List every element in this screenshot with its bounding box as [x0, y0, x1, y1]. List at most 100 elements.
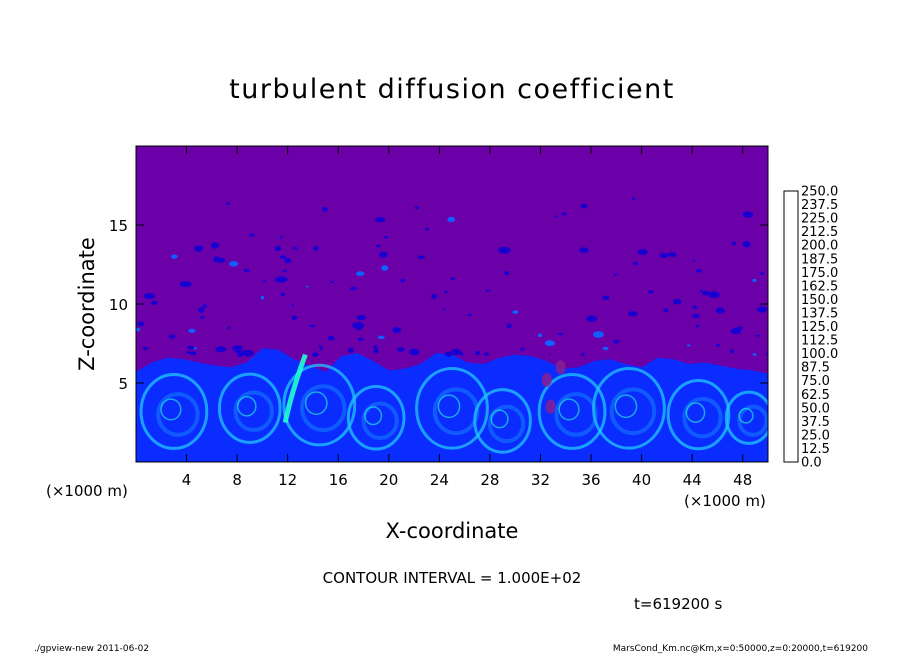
colorbar-label: 12.5 — [801, 442, 830, 457]
turbulence-patch — [765, 353, 768, 356]
turbulence-patch — [557, 332, 564, 336]
turbulence-patch — [291, 315, 298, 321]
turbulence-patch — [198, 307, 205, 313]
turbulence-patch — [179, 281, 192, 288]
turbulence-patch — [372, 345, 378, 349]
turbulence-patch — [692, 305, 698, 309]
turbulence-patch — [519, 347, 525, 351]
turbulence-patch — [274, 245, 282, 252]
turbulence-patch — [695, 269, 703, 273]
turbulence-patch — [225, 202, 231, 205]
colorbar-label: 62.5 — [801, 388, 830, 403]
turbulence-patch — [243, 268, 250, 273]
turbulence-patch — [442, 308, 446, 311]
turbulence-patch — [742, 211, 754, 218]
colorbar-label: 150.0 — [801, 293, 838, 308]
turbulence-patch — [752, 278, 757, 283]
turbulence-patch — [673, 298, 682, 305]
turbulence-patch — [311, 352, 320, 357]
eddy-core — [682, 396, 723, 439]
x-tick-label: 20 — [379, 471, 398, 489]
turbulence-patch — [279, 255, 287, 259]
x-tick-label: 4 — [182, 471, 192, 489]
turbulence-patch — [614, 273, 618, 277]
colorbar-label: 212.5 — [801, 225, 838, 240]
turbulence-patch — [742, 241, 751, 248]
footer-left: ./gpview-new 2011-06-02 — [34, 644, 149, 654]
colorbar-label: 75.0 — [801, 374, 830, 389]
turbulence-patch — [375, 244, 381, 248]
turbulence-patch — [313, 245, 319, 251]
turbulence-patch — [379, 251, 388, 258]
colorbar-label: 0.0 — [801, 456, 822, 471]
colorbar-label: 175.0 — [801, 266, 838, 281]
eddy-core — [361, 401, 399, 440]
turbulence-patch — [715, 344, 721, 347]
turbulence-patch — [168, 334, 176, 339]
turbulence-patch — [554, 215, 558, 218]
eddy-ring — [217, 372, 282, 444]
colorbar-label: 200.0 — [801, 239, 838, 254]
colorbar-label: 37.5 — [801, 415, 830, 430]
turbulence-patch — [755, 334, 760, 337]
turbulence-patch — [309, 324, 315, 328]
turbulence-patch — [708, 291, 720, 299]
x-tick-label: 8 — [232, 471, 242, 489]
turbulence-patch — [593, 331, 604, 338]
turbulence-patch — [291, 304, 295, 307]
x-axis-title: X-coordinate — [386, 519, 519, 543]
x-tick-label: 36 — [581, 471, 600, 489]
eddy-ring — [282, 363, 357, 447]
eddy-core — [554, 392, 598, 437]
turbulence-patch — [215, 346, 227, 353]
eddy-core — [233, 390, 274, 433]
hotspot — [555, 360, 566, 375]
turbulence-patch — [187, 345, 195, 350]
turbulence-patch — [538, 333, 542, 338]
x-tick-label: 32 — [531, 471, 550, 489]
turbulence-patch — [730, 349, 734, 354]
turbulence-patch — [356, 314, 367, 321]
turbulence-patch — [200, 315, 205, 319]
turbulence-patch — [663, 308, 669, 313]
x-tick-label: 44 — [683, 471, 702, 489]
turbulence-patch — [263, 279, 267, 283]
turbulence-patch — [425, 227, 429, 231]
turbulence-patch — [632, 262, 639, 266]
turbulence-patch — [318, 345, 323, 348]
turbulence-patch — [659, 252, 669, 259]
turbulence-patch — [375, 217, 386, 223]
x-tick-label: 28 — [480, 471, 499, 489]
colorbar-label: 250.0 — [801, 185, 838, 200]
eddy-inner — [160, 398, 182, 421]
turbulence-patch — [136, 321, 144, 327]
turbulence-patch — [193, 347, 198, 350]
turbulence-patch — [701, 290, 710, 296]
colorbar-label: 187.5 — [801, 252, 838, 267]
colorbar-label: 50.0 — [801, 401, 830, 416]
turbulence-patch — [485, 289, 490, 293]
turbulence-patch — [377, 335, 385, 340]
turbulence-patch — [414, 206, 419, 210]
eddy-inner — [490, 409, 509, 429]
turbulence-patch — [260, 295, 265, 300]
y-tick-label: 15 — [109, 217, 128, 235]
eddy-inner — [738, 407, 754, 424]
turbulence-patch — [628, 311, 638, 317]
colorbar-label: 100.0 — [801, 347, 838, 362]
turbulence-patch — [188, 328, 196, 333]
turbulence-patch — [329, 280, 334, 284]
turbulence-patch — [544, 340, 556, 347]
turbulence-patch — [384, 235, 388, 239]
turbulence-patch — [275, 276, 288, 283]
eddy-inner — [437, 394, 461, 419]
colorbar-label: 87.5 — [801, 361, 830, 376]
turbulence-patch — [757, 306, 767, 313]
turbulence-patch — [142, 346, 148, 351]
turbulence-patch — [322, 206, 328, 212]
x-tick-label: 16 — [329, 471, 348, 489]
colorbar-label: 162.5 — [801, 279, 838, 294]
turbulence-patch — [695, 324, 700, 328]
turbulence-patch — [613, 339, 620, 344]
